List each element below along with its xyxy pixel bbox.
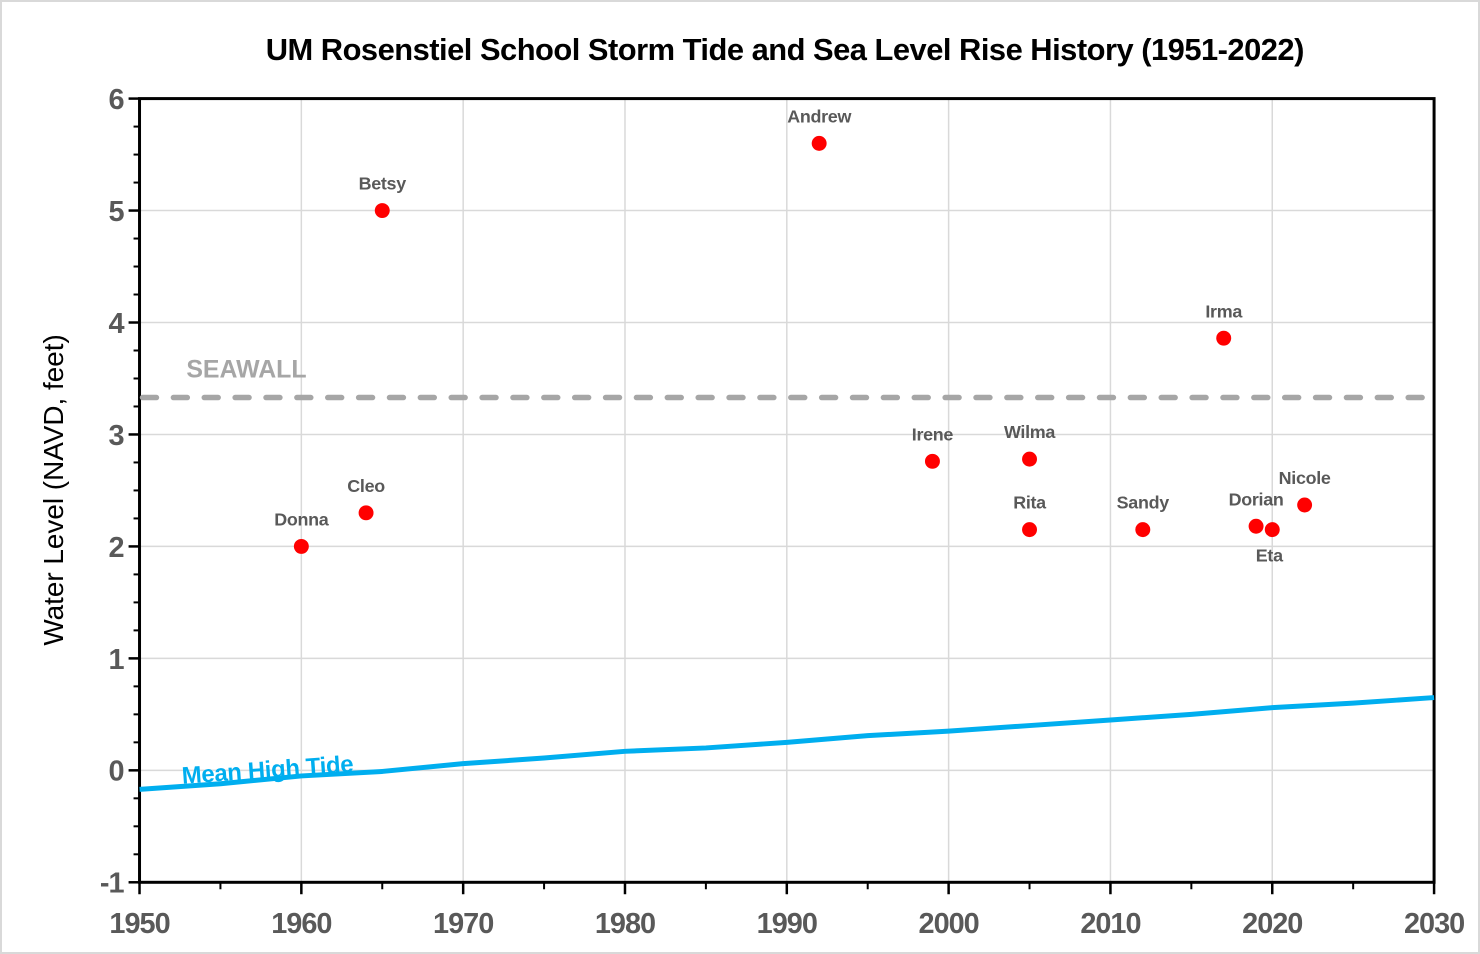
storm-label: Rita bbox=[1013, 493, 1047, 513]
y-tick-label: 0 bbox=[109, 756, 124, 788]
x-tick-label: 2030 bbox=[1404, 908, 1464, 940]
storm-point bbox=[1264, 522, 1280, 538]
storm-point bbox=[1022, 522, 1037, 538]
y-tick-label: 2 bbox=[109, 532, 124, 564]
storm-point bbox=[1248, 518, 1264, 534]
storm-label: Eta bbox=[1256, 545, 1284, 565]
storm-point bbox=[358, 505, 374, 521]
storm-label: Andrew bbox=[787, 106, 851, 126]
x-tick-label: 2020 bbox=[1242, 908, 1302, 940]
storm-label: Betsy bbox=[359, 174, 407, 194]
y-axis-title: Water Level (NAVD, feet) bbox=[38, 334, 69, 645]
storm-point bbox=[811, 135, 827, 151]
storm-point bbox=[374, 203, 390, 219]
mean-high-tide-label: Mean High Tide bbox=[181, 751, 354, 790]
storm-label: Dorian bbox=[1229, 489, 1284, 509]
x-tick-label: 2000 bbox=[919, 908, 979, 940]
mean-high-tide-line bbox=[139, 695, 1435, 792]
storm-point bbox=[1022, 451, 1037, 467]
storm-label: Irma bbox=[1205, 301, 1243, 321]
storm-label: Irene bbox=[912, 424, 954, 444]
storm-point bbox=[924, 453, 940, 469]
x-tick-label: 2010 bbox=[1080, 908, 1140, 940]
grid-layer bbox=[139, 98, 1435, 883]
y-tick-label: -1 bbox=[100, 868, 125, 900]
x-tick-label: 1980 bbox=[595, 908, 655, 940]
chart-title: UM Rosenstiel School Storm Tide and Sea … bbox=[266, 32, 1304, 67]
reference-lines-layer bbox=[139, 394, 1435, 792]
y-tick-label: 5 bbox=[109, 196, 125, 228]
storm-label: Nicole bbox=[1279, 468, 1331, 488]
y-tick-label: 4 bbox=[109, 308, 125, 340]
x-tick-label: 1990 bbox=[757, 908, 817, 940]
storm-point bbox=[1135, 522, 1151, 538]
y-tick-label: 1 bbox=[109, 644, 125, 676]
y-tick-label: 6 bbox=[109, 84, 124, 116]
axes-layer: -1 0 1 2 3 4 5 6 1950 1960 1970 1980 1990 2000 2010 202… bbox=[100, 84, 1465, 940]
storm-point bbox=[293, 538, 309, 554]
x-tick-label: 1970 bbox=[433, 908, 493, 940]
x-tick-label: 1950 bbox=[109, 908, 169, 940]
storm-label: Wilma bbox=[1004, 422, 1056, 442]
y-tick-label: 3 bbox=[109, 420, 124, 452]
seawall-label: SEAWALL bbox=[186, 355, 306, 383]
x-tick-label: 1960 bbox=[271, 908, 331, 940]
data-layer: Donna Cleo Betsy Andrew Irene Rita Wilma Sandy I… bbox=[274, 106, 1331, 565]
storm-label: Cleo bbox=[347, 476, 385, 496]
storm-point bbox=[1297, 497, 1313, 513]
storm-label: Donna bbox=[274, 510, 330, 530]
storm-point bbox=[1216, 330, 1232, 346]
storm-label: Sandy bbox=[1117, 493, 1170, 513]
